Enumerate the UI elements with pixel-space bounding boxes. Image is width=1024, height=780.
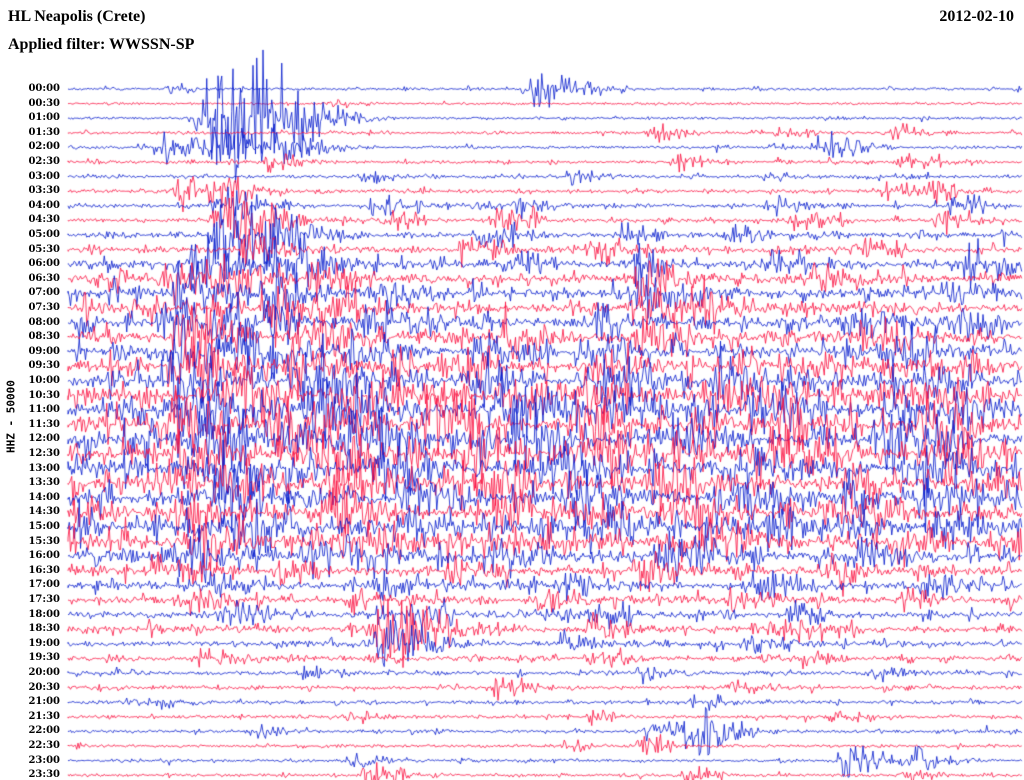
time-label: 00:30 <box>28 97 60 109</box>
time-label: 22:30 <box>28 740 60 751</box>
time-label: 08:00 <box>28 316 60 328</box>
time-label: 09:30 <box>28 360 60 372</box>
time-label: 08:30 <box>28 331 60 343</box>
date-label: 2012-02-10 <box>939 8 1014 25</box>
time-label: 13:00 <box>28 462 60 474</box>
time-label: 20:30 <box>28 681 60 693</box>
time-label: 22:00 <box>28 725 60 737</box>
time-label: 18:30 <box>28 623 60 635</box>
time-label: 14:00 <box>28 491 60 503</box>
time-label: 16:30 <box>28 564 60 576</box>
time-label: 01:30 <box>28 126 60 138</box>
time-label: 05:00 <box>28 229 60 240</box>
time-label: 20:00 <box>28 667 60 678</box>
time-label: 12:00 <box>28 433 60 445</box>
time-label: 06:30 <box>28 272 60 284</box>
time-label: 19:30 <box>28 652 60 664</box>
time-label: 07:00 <box>28 287 60 299</box>
time-label: 23:30 <box>28 769 60 780</box>
time-label: 03:30 <box>28 185 60 197</box>
time-label: 09:00 <box>28 345 60 357</box>
time-label: 00:00 <box>28 83 60 94</box>
time-label: 13:30 <box>28 477 60 489</box>
time-label: 11:30 <box>28 418 60 430</box>
time-label: 05:30 <box>28 243 60 255</box>
time-label: 19:00 <box>28 637 60 649</box>
time-label: 12:30 <box>28 448 60 459</box>
time-label: 04:00 <box>28 199 60 211</box>
time-label: 15:00 <box>28 521 60 532</box>
time-label: 10:30 <box>28 389 60 401</box>
time-label: 03:00 <box>28 170 60 182</box>
time-label: 06:00 <box>28 258 60 270</box>
time-label: 02:30 <box>28 156 60 167</box>
time-label: 14:30 <box>28 506 60 518</box>
time-label: 18:00 <box>28 608 60 620</box>
time-label: 04:30 <box>28 214 60 226</box>
time-label: 17:30 <box>28 594 60 605</box>
time-label: 10:00 <box>28 375 60 386</box>
applied-filter-label: Applied filter: WWSSN-SP <box>8 36 195 53</box>
time-label: 21:00 <box>28 696 60 708</box>
time-label: 21:30 <box>28 710 60 722</box>
time-label: 01:00 <box>28 112 60 124</box>
time-label: 23:00 <box>28 754 60 766</box>
time-label: 07:30 <box>28 302 60 313</box>
time-label: 15:30 <box>28 535 60 547</box>
time-label: 16:00 <box>28 550 60 562</box>
station-title: HL Neapolis (Crete) <box>8 8 146 25</box>
time-label: 02:00 <box>28 141 60 153</box>
time-label: 11:00 <box>28 404 60 416</box>
time-label: 17:00 <box>28 579 60 591</box>
